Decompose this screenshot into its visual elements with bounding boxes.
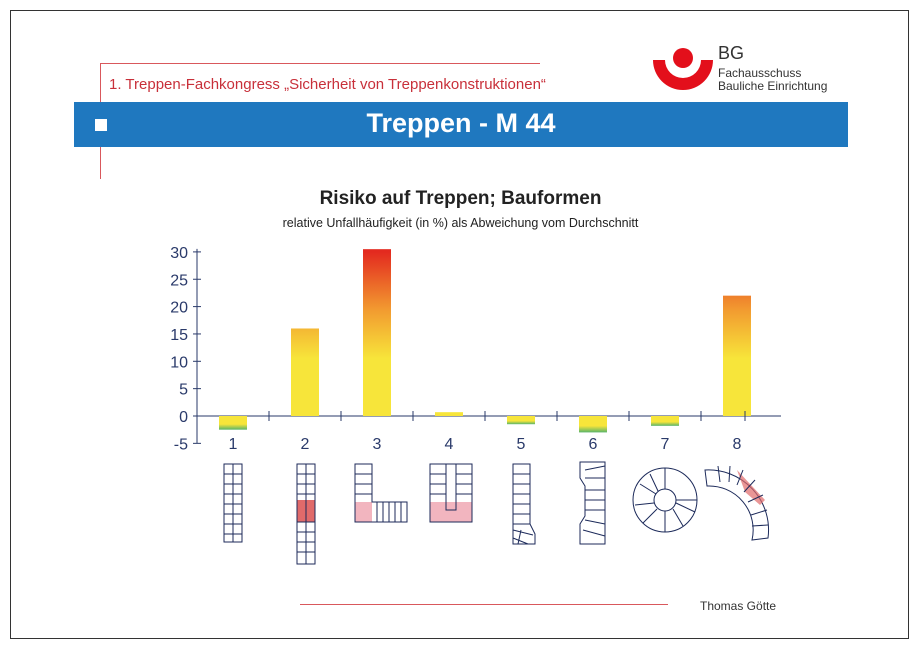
x-tick-label: 5 [517,436,526,453]
logo-arc-icon [653,60,713,90]
logo-text: Fachausschuss Bauliche Einrichtung [718,67,827,93]
y-tick-label: 5 [179,382,188,399]
bar-8 [723,295,751,416]
logo-abbr: BG [718,43,745,63]
logo-line1: Fachausschuss [718,66,802,80]
bullet-icon [95,119,107,131]
title-bar: Treppen - M 44 [74,102,848,147]
x-tick-label: 8 [733,436,742,453]
y-tick-label: -5 [174,436,188,453]
conference-title: 1. Treppen-Fachkongress „Sicherheit von … [109,76,546,93]
author: Thomas Götte [700,599,777,613]
y-tick-label: 20 [170,300,188,317]
chart-title: Risiko auf Treppen; Bauformen [319,188,602,209]
y-tick-label: 30 [170,245,188,262]
stair-double-winder-icon [579,461,606,545]
x-tick-label: 3 [373,436,382,453]
logo-line2: Bauliche Einrichtung [718,79,828,93]
stair-curved-icon [704,465,770,541]
y-tick-label: 10 [170,354,188,371]
bar-2 [291,328,319,416]
page-title: Treppen - M 44 [366,108,556,138]
bar-1 [219,416,247,430]
logo-dot-icon [673,48,693,68]
x-tick-label: 6 [589,436,598,453]
x-tick-label: 2 [301,436,310,453]
bar-5 [507,416,535,425]
stair-straight-landing-icon [296,463,316,565]
divider-line [100,63,540,64]
stair-straight-icon [223,463,243,543]
bar-7 [651,416,679,426]
y-tick-label: 0 [179,409,188,426]
slide-frame [10,10,909,639]
chart-subtitle: relative Unfallhäufigkeit (in %) als Abw… [282,216,639,230]
y-tick-label: 15 [170,327,188,344]
y-tick-label: 25 [170,272,188,289]
stair-u-shape-icon [429,463,473,523]
footer-line [300,604,668,605]
stair-spiral-icon [632,467,698,533]
stair-winder-icon [512,463,536,545]
bar-4 [435,412,463,416]
stair-l-shape-icon [354,463,408,523]
x-tick-label: 4 [445,436,454,453]
x-tick-label: 1 [229,436,238,453]
bar-6 [579,416,607,433]
bar-3 [363,249,391,416]
x-tick-label: 7 [661,436,670,453]
